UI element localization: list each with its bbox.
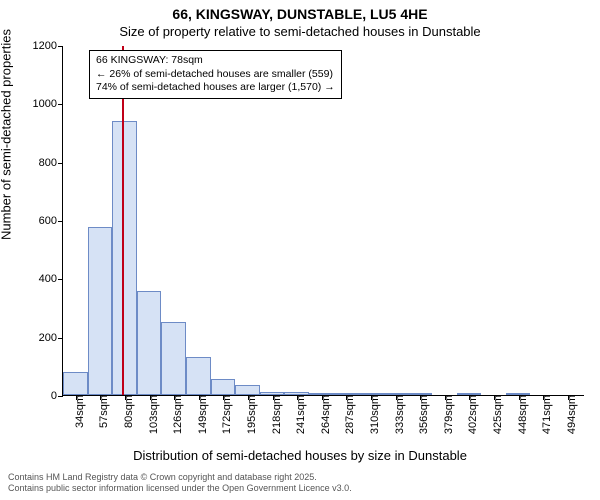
y-tick-mark [58,279,63,280]
x-tick-label: 379sqm [441,395,455,434]
y-tick-label: 0 [23,390,63,402]
x-tick-label: 195sqm [244,395,258,434]
y-tick-label: 200 [23,332,63,344]
x-tick-label: 80sqm [121,395,135,428]
attribution-footer: Contains HM Land Registry data © Crown c… [8,472,352,495]
x-tick-label: 448sqm [515,395,529,434]
x-tick-label: 402sqm [465,395,479,434]
x-tick-label: 126sqm [170,395,184,434]
y-tick-mark [58,338,63,339]
histogram-bar [334,393,359,395]
chart-subtitle: Size of property relative to semi-detach… [0,24,600,39]
histogram-bar [309,393,334,395]
histogram-bar [186,357,211,395]
histogram-bar [211,379,236,395]
histogram-bar [112,121,137,395]
x-tick-label: 103sqm [146,395,160,434]
histogram-bar [88,227,113,395]
annotation-smaller-pct: ← 26% of semi-detached houses are smalle… [96,68,335,82]
y-tick-mark [58,104,63,105]
y-tick-label: 1200 [23,40,63,52]
y-tick-label: 1000 [23,98,63,110]
x-tick-label: 425sqm [490,395,504,434]
histogram-bar [137,291,162,395]
x-axis-label: Distribution of semi-detached houses by … [0,448,600,463]
property-size-chart: 66, KINGSWAY, DUNSTABLE, LU5 4HE Size of… [0,0,600,500]
attribution-line-1: Contains HM Land Registry data © Crown c… [8,472,352,483]
histogram-bar [457,393,482,395]
histogram-bar [383,393,408,395]
y-axis-label: Number of semi-detached properties [0,29,14,240]
histogram-bar [358,393,383,395]
histogram-bar [284,392,309,396]
plot-area: 02004006008001000120034sqm57sqm80sqm103s… [62,46,584,396]
x-tick-label: 57sqm [96,395,110,428]
x-tick-label: 34sqm [72,395,86,428]
x-tick-label: 241sqm [293,395,307,434]
x-tick-label: 218sqm [269,395,283,434]
y-tick-mark [58,221,63,222]
histogram-bar [407,393,432,395]
x-tick-label: 264sqm [318,395,332,434]
histogram-bar [235,385,260,395]
x-tick-label: 287sqm [342,395,356,434]
x-tick-label: 149sqm [195,395,209,434]
x-tick-label: 333sqm [392,395,406,434]
x-tick-label: 310sqm [367,395,381,434]
y-tick-mark [58,46,63,47]
y-tick-label: 800 [23,157,63,169]
x-tick-label: 494sqm [564,395,578,434]
y-tick-mark [58,163,63,164]
chart-title-address: 66, KINGSWAY, DUNSTABLE, LU5 4HE [0,6,600,22]
x-tick-label: 356sqm [416,395,430,434]
attribution-line-2: Contains public sector information licen… [8,483,352,494]
x-tick-label: 471sqm [539,395,553,434]
annotation-property-size: 66 KINGSWAY: 78sqm [96,54,335,68]
y-tick-mark [58,396,63,397]
y-tick-label: 600 [23,215,63,227]
x-tick-label: 172sqm [219,395,233,434]
annotation-larger-pct: 74% of semi-detached houses are larger (… [96,81,335,95]
histogram-bar [161,322,186,395]
y-tick-label: 400 [23,273,63,285]
histogram-bar [506,393,531,395]
annotation-box: 66 KINGSWAY: 78sqm ← 26% of semi-detache… [89,50,342,99]
histogram-bar [260,392,285,396]
histogram-bar [63,372,88,395]
